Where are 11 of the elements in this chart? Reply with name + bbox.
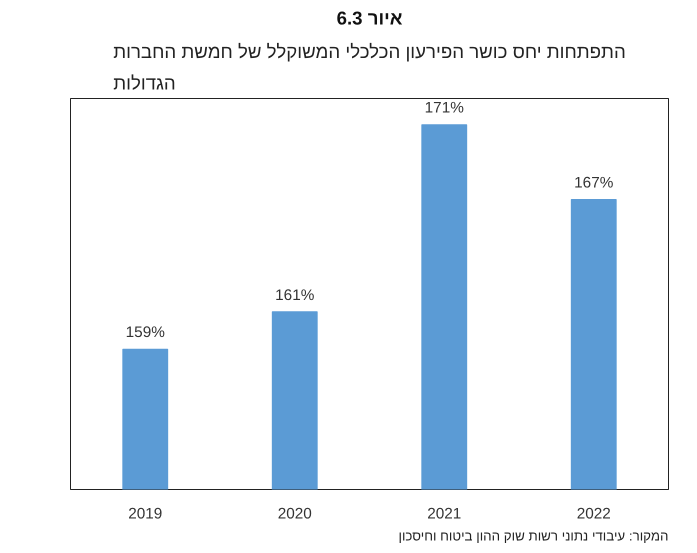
data-label: 167% xyxy=(574,174,614,192)
chart-subtitle: התפתחות יחס כושר הפירעון הכלכלי המשוקלל של חמשת החברות הגדולות xyxy=(113,41,626,94)
x-tick-label: 2019 xyxy=(128,506,162,522)
x-tick-label: 2021 xyxy=(427,506,462,522)
data-label: 171% xyxy=(424,100,464,117)
data-label: 159% xyxy=(126,324,166,342)
text: המקור: עיבודי נתוני רשות שוק ההון ביטוח וחיסכון xyxy=(398,528,669,544)
chart-title: איור 6.3 xyxy=(336,8,403,28)
x-tick-label: 2022 xyxy=(576,506,611,522)
x-tick-label: 2020 xyxy=(278,506,312,522)
data-label: 161% xyxy=(275,286,315,304)
